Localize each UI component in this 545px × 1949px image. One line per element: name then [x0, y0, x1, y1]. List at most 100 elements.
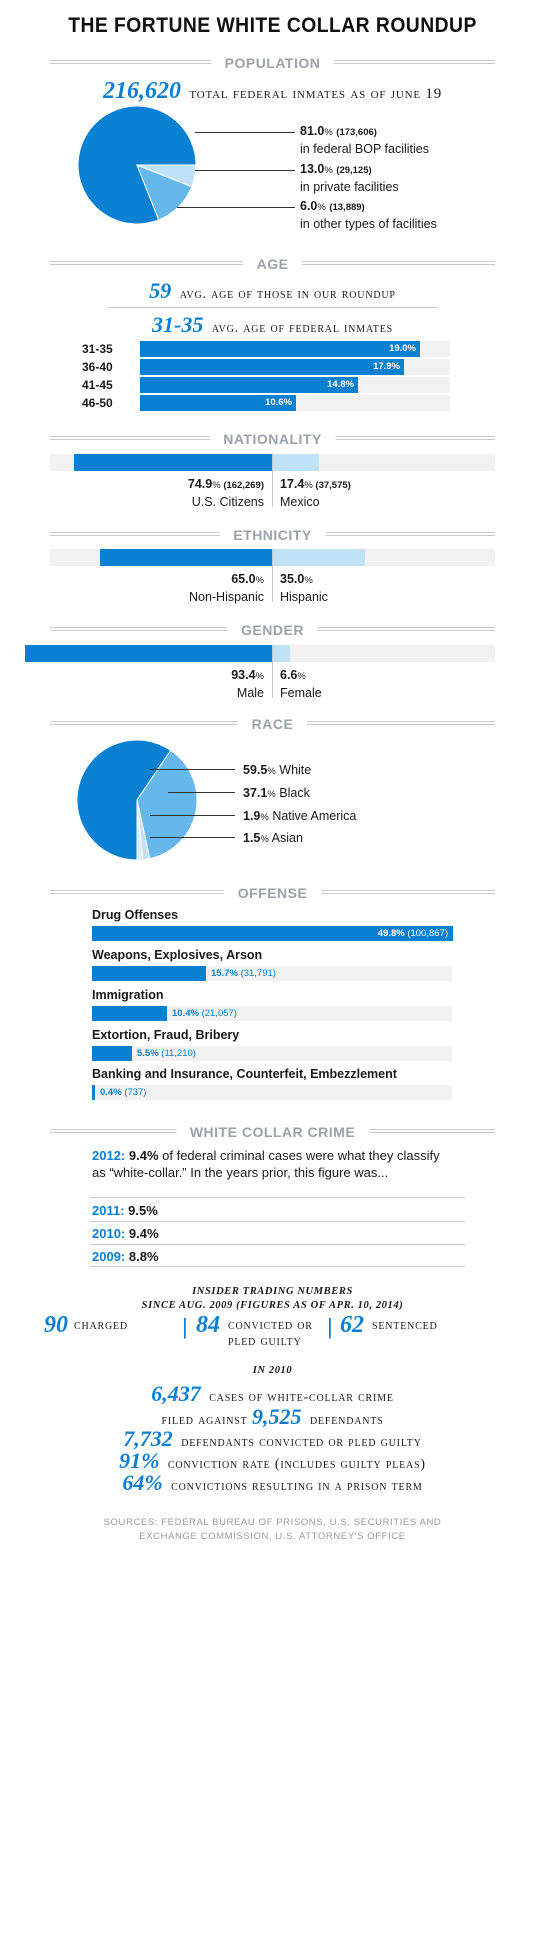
- y2010-filed-label: filed against: [161, 1413, 248, 1428]
- bar-right-segment: [273, 645, 290, 662]
- leader-line: [150, 769, 235, 770]
- avg-age-roundup-label: avg. age of those in our roundup: [179, 287, 396, 302]
- offense-bar-track: [92, 1085, 452, 1100]
- white-collar-year-row: 2010: 9.4%: [92, 1226, 159, 1241]
- avg-age-roundup-number: 59: [149, 278, 172, 303]
- section-header-gender: GENDER: [50, 619, 495, 641]
- age-category-label: 36-40: [82, 360, 113, 374]
- pie-slice: [136, 164, 197, 188]
- offense-bar: [92, 926, 453, 941]
- white-collar-intro: 2012: 9.4% of federal criminal cases wer…: [92, 1148, 440, 1180]
- offense-bar-value: 49.8% (100,867): [377, 928, 448, 939]
- insider-sentenced-label: sentenced: [372, 1318, 438, 1333]
- insider-charged-label: charged: [74, 1318, 128, 1333]
- insider-heading: Insider trading numbers since Aug. 2009 (…: [141, 1286, 404, 1311]
- bar-right-label: 35.0% Hispanic: [280, 572, 328, 604]
- leader-line: [150, 815, 235, 816]
- avg-age-federal-label: avg. age of federal inmates: [211, 321, 393, 336]
- y2010-prison-label: convictions resulting in a prison term: [171, 1479, 423, 1494]
- offense-bar: [92, 1006, 167, 1021]
- race-slice-label: 1.9% Native America: [243, 809, 357, 823]
- y2010-cases-line: 6,437 cases of white-collar crime: [0, 1381, 545, 1407]
- age-bar: [140, 377, 358, 393]
- leader-line: [150, 837, 235, 838]
- pie-slice: [76, 739, 172, 861]
- age-bar-value: 10.6%: [265, 397, 292, 408]
- race-slice-label: 37.1% Black: [243, 786, 310, 800]
- divider: [90, 1244, 465, 1245]
- bar-left-label: 65.0% Non-Hispanic: [188, 572, 264, 604]
- pie-slice: [136, 749, 198, 860]
- age-bar: [140, 341, 420, 357]
- offense-bar: [92, 1046, 132, 1061]
- y2010-convicted-number: 7,732: [123, 1426, 173, 1451]
- section-header-nationality: NATIONALITY: [50, 428, 495, 450]
- bar-left-segment: [100, 549, 272, 566]
- y2010-prison-line: 64% convictions resulting in a prison te…: [0, 1470, 545, 1496]
- y2010-cases-label: cases of white-collar crime: [209, 1390, 394, 1405]
- offense-bar-track: [92, 1006, 452, 1021]
- offense-bar-value: 15.7% (31,791): [211, 968, 276, 979]
- population-total-line: 216,620 total federal inmates as of June…: [0, 78, 545, 105]
- separator: |: [182, 1314, 188, 1339]
- leader-line: [195, 132, 295, 133]
- y2010-defendants-number: 9,525: [252, 1404, 302, 1429]
- age-bar-value: 17.9%: [373, 361, 400, 372]
- population-slice-label: 81.0% (173,606) in federal BOP facilitie…: [300, 124, 429, 156]
- y2010-heading: in 2010: [252, 1365, 293, 1376]
- offense-bar-track: [92, 1046, 452, 1061]
- race-pie-chart: [76, 739, 198, 861]
- y2010-prison-number: 64%: [122, 1470, 163, 1495]
- age-bar-value: 19.0%: [389, 343, 416, 354]
- white-collar-year-row: 2011: 9.5%: [92, 1203, 158, 1218]
- center-divider: [272, 549, 273, 602]
- divider: [90, 1197, 465, 1198]
- y2010-rate-number: 91%: [119, 1448, 160, 1473]
- section-header-white-collar: WHITE COLLAR CRIME: [50, 1121, 495, 1143]
- age-bar: [140, 395, 296, 411]
- y2010-defendants-label: defendants: [309, 1413, 384, 1428]
- insider-convicted-label: convicted or pled guilty: [228, 1318, 313, 1349]
- y2010-rate-line: 91% conviction rate (includes guilty ple…: [0, 1448, 545, 1474]
- separator: |: [327, 1314, 333, 1339]
- age-bar: [140, 359, 404, 375]
- white-collar-year-row: 2009: 8.8%: [92, 1249, 159, 1264]
- bar-right-segment: [273, 549, 365, 566]
- population-pie-chart: [77, 105, 197, 225]
- offense-category-label: Immigration: [92, 988, 164, 1002]
- divider: [90, 1266, 465, 1267]
- age-bar-value: 14.8%: [327, 379, 354, 390]
- leader-line: [168, 792, 235, 793]
- pie-slice: [136, 799, 144, 861]
- divider: [90, 1221, 465, 1222]
- offense-bar-value: 10.4% (21,057): [172, 1008, 237, 1019]
- insider-convicted-number: 84: [196, 1312, 220, 1338]
- page-title: THE FORTUNE WHITE COLLAR ROUNDUP: [68, 14, 477, 37]
- divider: [108, 307, 438, 308]
- population-slice-label: 13.0% (29,125) in private facilities: [300, 162, 399, 194]
- leader-line: [195, 170, 295, 171]
- bar-right-segment: [273, 454, 319, 471]
- center-divider: [272, 645, 273, 698]
- y2010-convicted-line: 7,732 defendants convicted or pled guilt…: [0, 1426, 545, 1452]
- offense-bar: [92, 1085, 95, 1100]
- avg-age-federal-line: 31-35 avg. age of federal inmates: [0, 312, 545, 338]
- y2010-convicted-label: defendants convicted or pled guilty: [181, 1435, 422, 1450]
- age-category-label: 46-50: [82, 396, 113, 410]
- bar-right-label: 17.4% (37,575) Mexico: [280, 477, 351, 509]
- insider-stats: 90 charged | 84 convicted or pled guilty …: [44, 1312, 514, 1360]
- center-divider: [272, 454, 273, 507]
- offense-category-label: Drug Offenses: [92, 908, 179, 922]
- offense-bar: [92, 966, 206, 981]
- bar-left-label: 74.9% (162,269) U.S. Citizens: [187, 477, 264, 509]
- avg-age-roundup-line: 59 avg. age of those in our roundup: [0, 278, 545, 304]
- sources-note: Sources: Federal Bureau of Prisons, U.S.…: [103, 1517, 442, 1542]
- bar-left-label: 93.4% Male: [231, 668, 264, 700]
- insider-sentenced-number: 62: [340, 1312, 364, 1338]
- race-slice-label: 59.5% White: [243, 763, 312, 777]
- offense-category-label: Banking and Insurance, Counterfeit, Embe…: [92, 1067, 397, 1081]
- offense-bar-value: 0.4% (737): [100, 1087, 147, 1098]
- offense-bar-value: 5.5% (11,210): [137, 1048, 196, 1059]
- bar-right-label: 6.6% Female: [280, 668, 322, 700]
